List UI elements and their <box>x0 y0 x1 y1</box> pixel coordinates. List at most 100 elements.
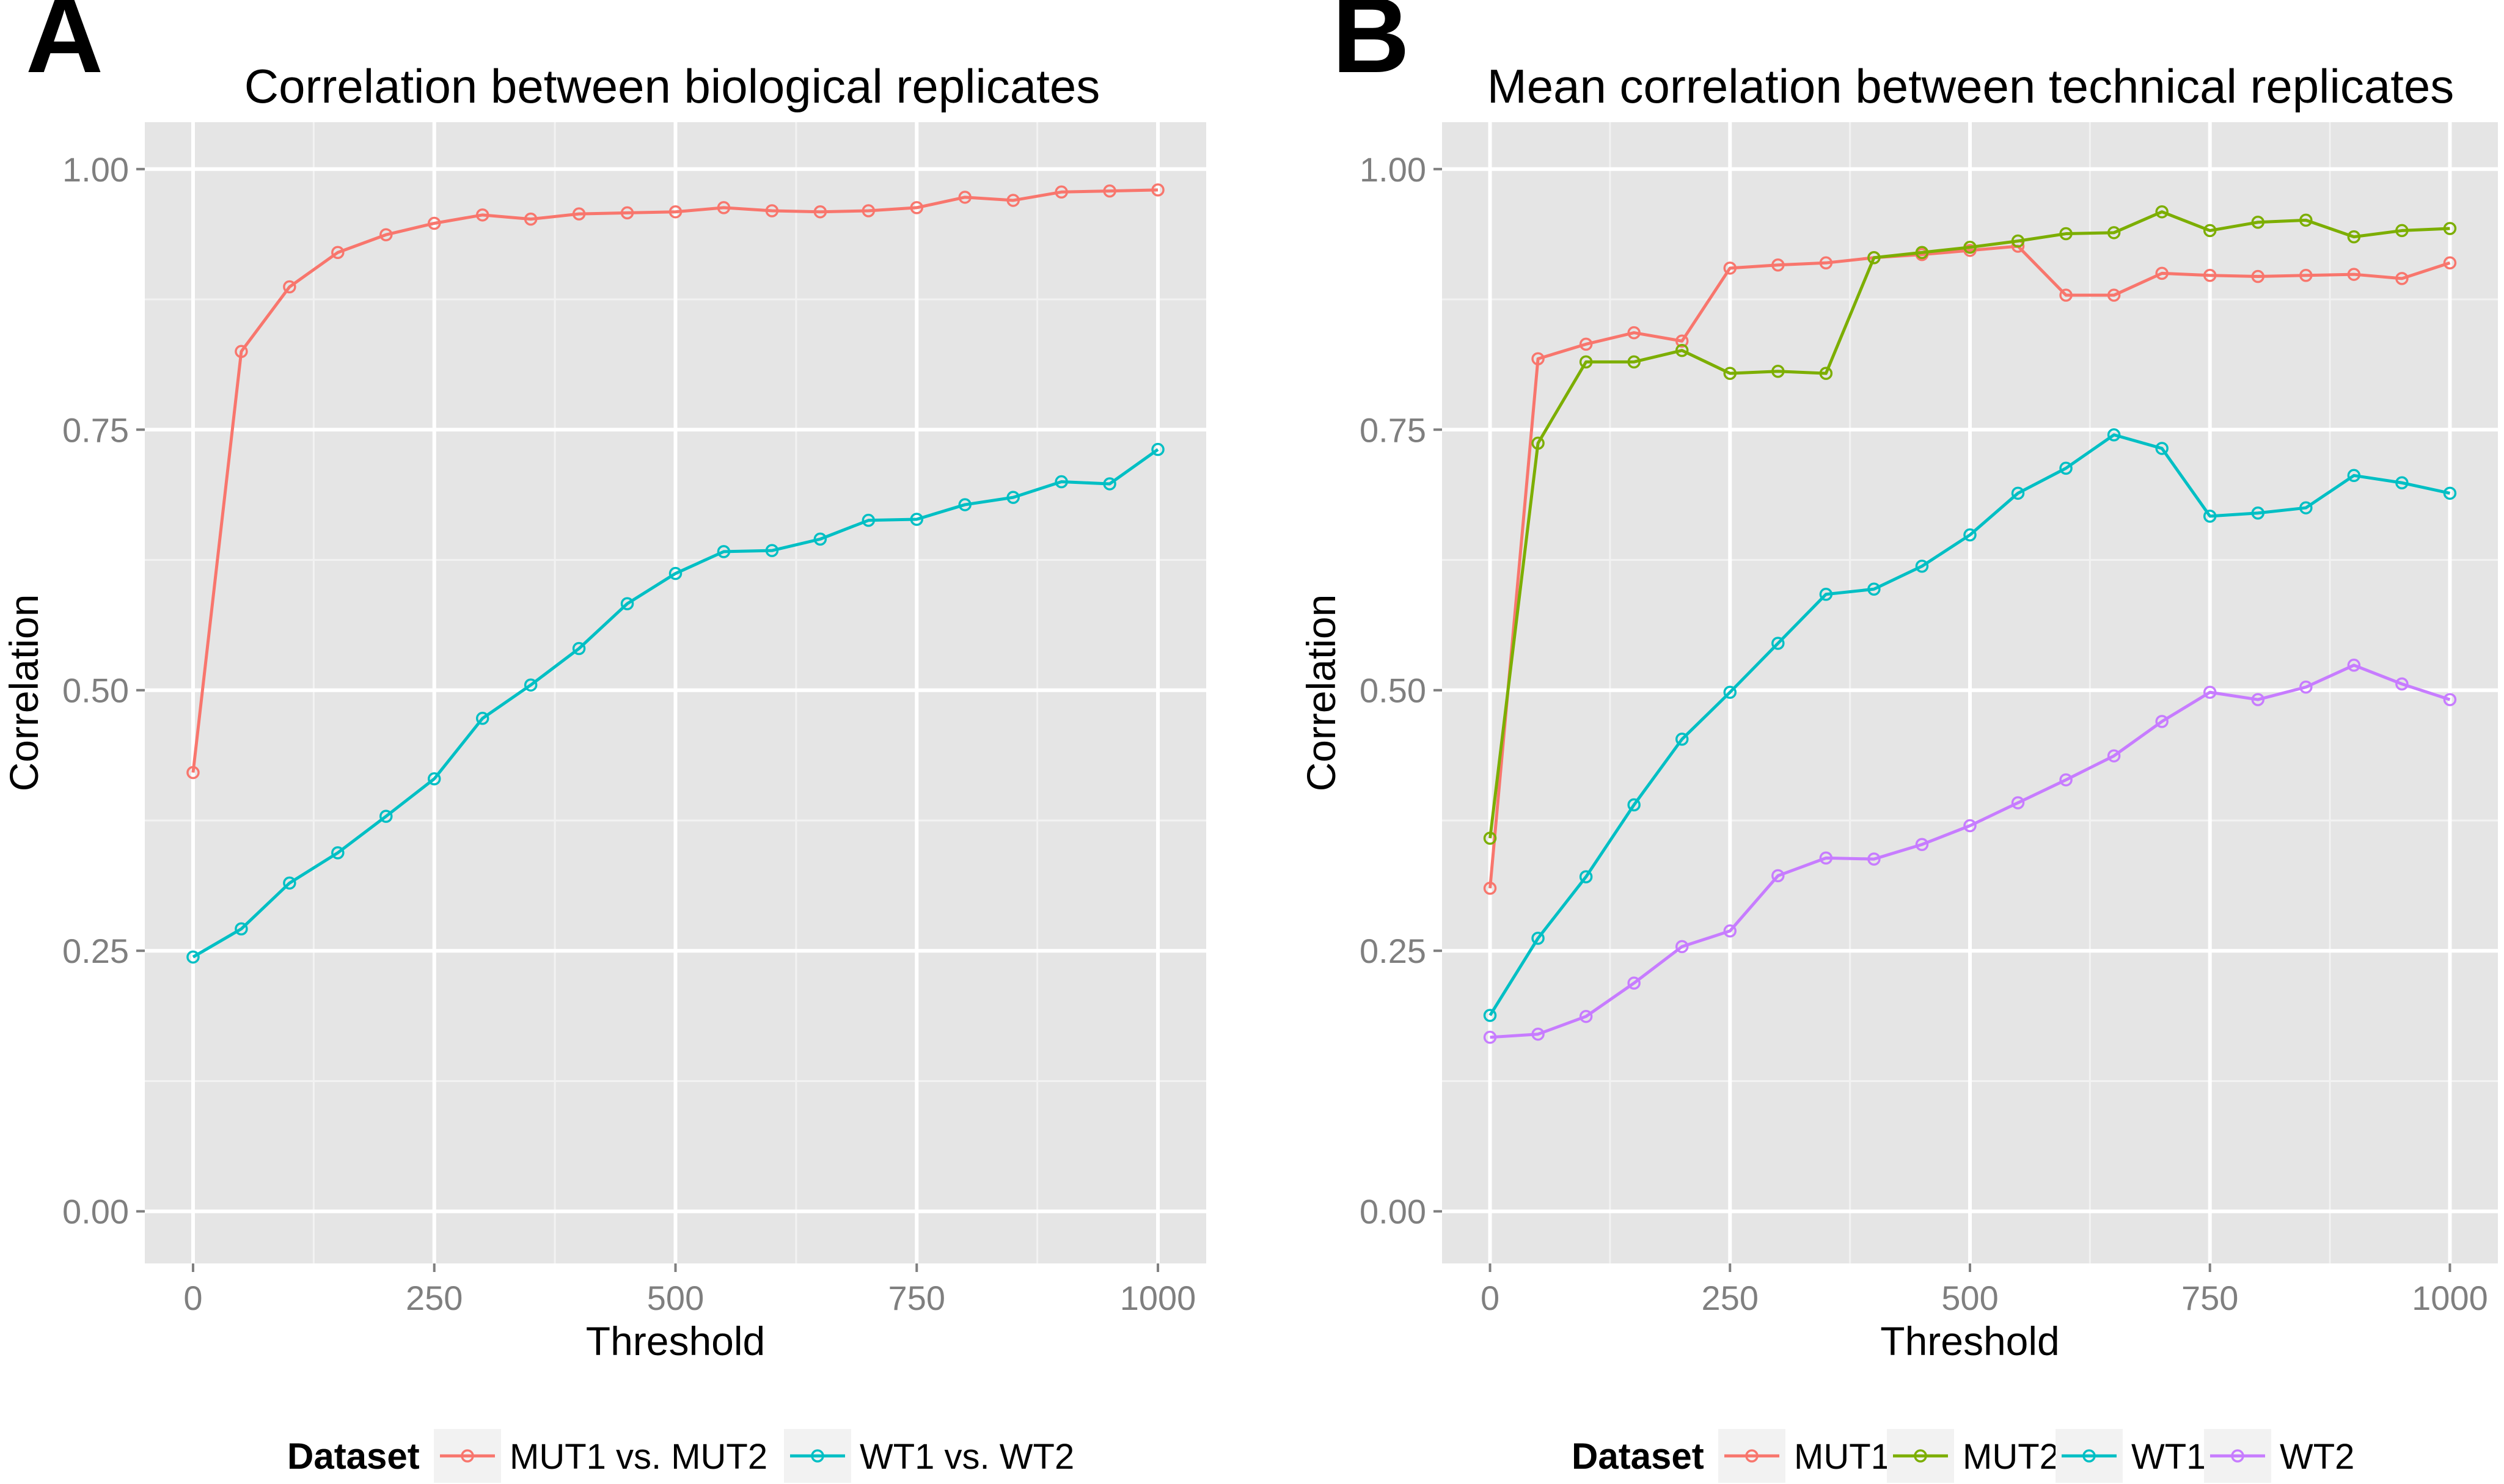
plot-b-legend-items: MUT1 MUT2 WT1 WT2 <box>1718 1429 2354 1483</box>
plot-a-y-ticks: 0.00 0.25 0.50 0.75 1.00 <box>62 150 145 1231</box>
data-point <box>1723 924 1737 938</box>
data-point <box>379 228 393 241</box>
data-point <box>186 950 200 964</box>
data-point <box>1963 528 1977 542</box>
data-point <box>2251 269 2265 283</box>
data-point <box>620 597 634 610</box>
data-point <box>1723 367 1737 380</box>
data-point <box>1819 588 1833 601</box>
plot-a-legend-title: Dataset <box>287 1436 420 1477</box>
data-point <box>2395 224 2409 238</box>
data-point <box>1915 559 1929 573</box>
data-point <box>2059 227 2073 241</box>
legend-label: WT1 vs. WT2 <box>860 1437 1074 1477</box>
x-tick-label: 1000 <box>2412 1279 2488 1317</box>
series-line <box>1488 210 2450 839</box>
data-point <box>2347 469 2361 483</box>
plot-b-y-axis-label: Correlation <box>1298 594 1344 792</box>
data-point <box>1006 194 1020 207</box>
data-point <box>1867 251 1881 265</box>
x-tick-label: 500 <box>1941 1279 1998 1317</box>
legend-label: MUT1 vs. MUT2 <box>510 1437 767 1477</box>
data-point <box>2299 269 2313 282</box>
data-point <box>1103 477 1116 491</box>
x-tick-label: 0 <box>1481 1279 1499 1317</box>
data-point <box>1915 246 1929 259</box>
data-point <box>1771 869 1785 883</box>
data-point <box>1579 1009 1593 1023</box>
data-point <box>2395 476 2409 490</box>
legend-label: WT1 <box>2131 1437 2206 1477</box>
y-tick-label: 0.50 <box>1360 671 1426 710</box>
data-point <box>2011 486 2025 500</box>
y-tick-label: 0.00 <box>1360 1193 1426 1231</box>
data-point <box>2443 486 2457 500</box>
data-point <box>1531 931 1545 945</box>
data-point <box>2011 234 2025 248</box>
data-point <box>1151 442 1165 456</box>
y-tick-label: 1.00 <box>62 150 129 189</box>
data-point <box>2347 268 2361 281</box>
plot-b-x-axis-label: Threshold <box>1880 1318 2060 1364</box>
x-tick-label: 750 <box>2181 1279 2238 1317</box>
data-point <box>2107 226 2121 239</box>
data-point <box>2347 230 2361 244</box>
data-point <box>2299 680 2313 694</box>
data-point <box>283 280 296 294</box>
data-point <box>1963 819 1977 833</box>
data-point <box>1579 355 1593 369</box>
plot-a-legend-items: MUT1 vs. MUT2 WT1 vs. WT2 <box>434 1429 1074 1483</box>
data-point <box>1675 940 1689 954</box>
data-point <box>2299 213 2313 227</box>
data-point <box>1579 870 1593 883</box>
data-point <box>1867 852 1881 866</box>
data-point <box>235 345 248 359</box>
data-point <box>862 204 876 217</box>
data-point <box>331 846 345 860</box>
legend-key-point <box>2231 1449 2244 1463</box>
data-point <box>235 922 248 936</box>
data-point <box>1819 851 1833 865</box>
data-point <box>1771 637 1785 650</box>
data-point <box>717 545 731 558</box>
legend-label: MUT1 <box>1794 1437 1891 1477</box>
plot-b-legend-title: Dataset <box>1572 1436 1704 1477</box>
data-point <box>2107 288 2121 302</box>
data-point <box>2059 288 2073 302</box>
data-point <box>1723 261 1737 275</box>
series-line <box>1488 433 2450 1017</box>
plot-a-x-ticks: 0 250 500 750 1000 <box>183 1263 1196 1317</box>
data-point <box>1915 838 1929 851</box>
data-point <box>2347 659 2361 672</box>
series-line <box>1490 663 2451 1039</box>
legend-key-point <box>1745 1449 1759 1463</box>
data-point <box>283 876 296 890</box>
data-point <box>1151 183 1165 197</box>
data-point <box>1963 240 1977 254</box>
plot-b-series <box>1483 205 2457 1044</box>
y-tick-label: 0.75 <box>62 411 129 449</box>
y-tick-label: 0.25 <box>62 932 129 970</box>
data-point <box>1103 184 1116 198</box>
data-point <box>427 772 441 786</box>
plot-a-y-axis-label: Correlation <box>1 594 46 792</box>
data-point <box>1675 733 1689 746</box>
data-point <box>1055 185 1068 199</box>
data-point <box>1819 256 1833 270</box>
data-point <box>2203 224 2217 238</box>
legend-key-point <box>2082 1449 2096 1463</box>
data-point <box>2395 272 2409 285</box>
data-point <box>2443 256 2457 270</box>
data-point <box>2203 269 2217 282</box>
data-point <box>2443 222 2457 235</box>
data-point <box>1723 685 1737 699</box>
data-point <box>524 212 538 226</box>
x-tick-label: 750 <box>888 1279 945 1317</box>
data-point <box>475 208 489 222</box>
data-point <box>910 201 924 214</box>
data-point <box>668 205 683 219</box>
data-point <box>813 205 827 219</box>
plot-b-x-ticks: 0 250 500 750 1000 <box>1481 1263 2488 1317</box>
x-tick-label: 250 <box>1702 1279 1759 1317</box>
